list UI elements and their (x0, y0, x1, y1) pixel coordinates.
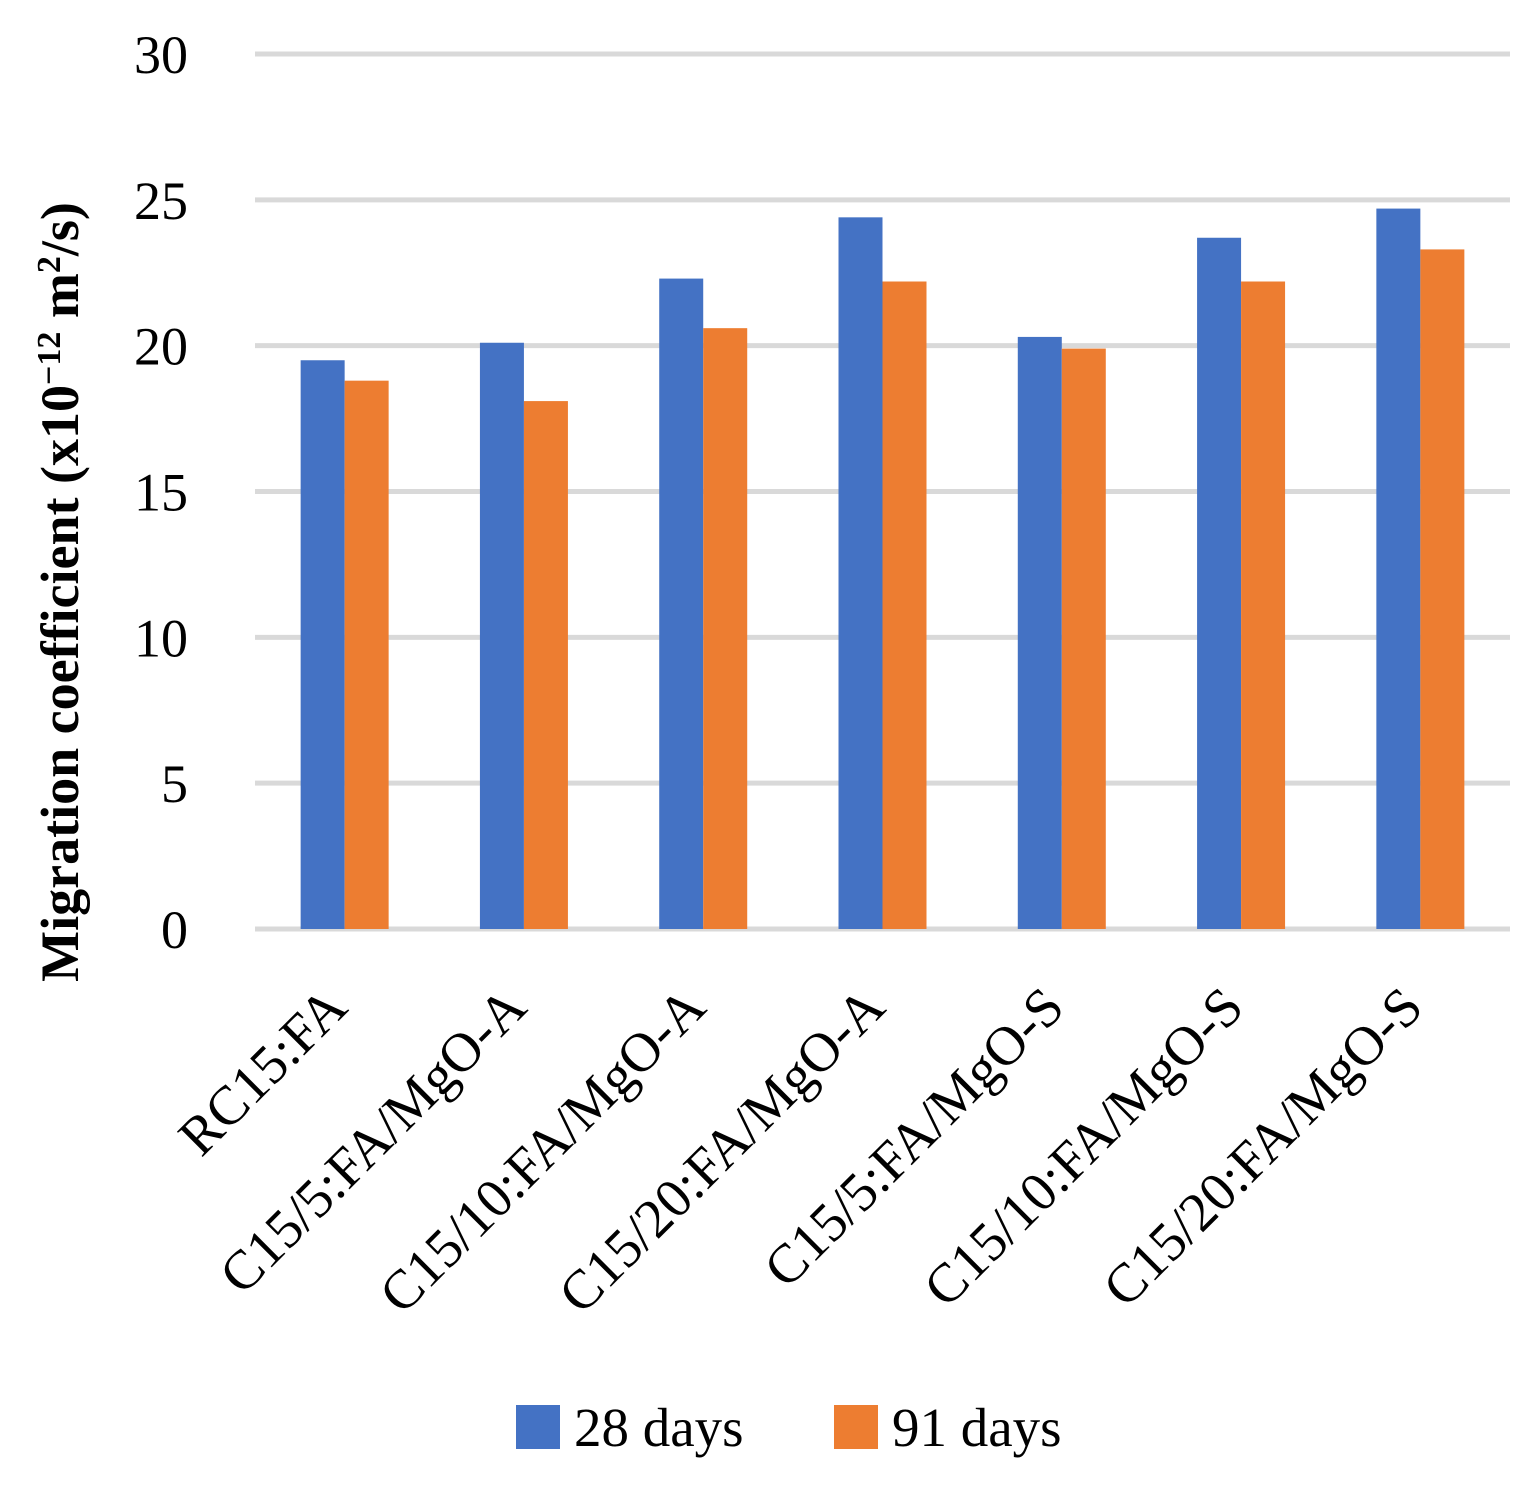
y-axis-ticks: 0 5 10 15 20 25 30 (134, 25, 188, 960)
y-tick-label: 25 (134, 171, 188, 231)
bar-91-days-5 (1061, 348, 1106, 929)
x-category-label: C15/20:FA/MgO-A (547, 975, 896, 1324)
y-axis-label-tail: /s) (30, 202, 90, 257)
y-tick-label: 30 (134, 25, 188, 85)
legend-label: 28 days (574, 1397, 744, 1458)
y-axis-label-exponent: −12 (31, 332, 68, 385)
y-tick-label: 20 (134, 317, 188, 377)
bar-91-days-7 (1420, 249, 1465, 929)
bar-28-days-2 (479, 342, 524, 929)
bar-28-days-4 (838, 217, 883, 930)
x-category-label: C15/5:FA/MgO-A (208, 975, 538, 1305)
bar-91-days-3 (703, 328, 748, 930)
y-axis-label-main: Migration coefficient (x10 (30, 385, 90, 982)
x-axis-categories: RC15:FAC15/5:FA/MgO-AC15/10:FA/MgO-AC15/… (167, 975, 1434, 1324)
bar-28-days-6 (1197, 237, 1242, 929)
bar-91-days-2 (523, 401, 568, 929)
bar-91-days-6 (1241, 281, 1286, 929)
legend-swatch-91-days (834, 1405, 878, 1449)
legend: 28 days 91 days (516, 1397, 1062, 1458)
bar-28-days-7 (1376, 208, 1421, 930)
bar-28-days-3 (659, 278, 704, 929)
x-category-label: C15/10:FA/MgO-A (367, 975, 716, 1324)
bar-28-days-1 (300, 360, 345, 929)
y-tick-label: 10 (134, 608, 188, 668)
bar-91-days-4 (882, 281, 927, 929)
y-tick-label: 15 (134, 463, 188, 523)
x-category-label: RC15:FA (167, 975, 359, 1167)
x-category-label: C15/5:FA/MgO-S (752, 975, 1075, 1298)
y-axis-label-unit: m (30, 273, 90, 332)
bars (300, 208, 1465, 930)
bar-91-days-1 (344, 380, 389, 930)
y-tick-label: 5 (161, 754, 188, 814)
legend-swatch-28-days (516, 1405, 560, 1449)
x-category-label: C15/10:FA/MgO-S (912, 975, 1255, 1318)
y-axis-label: Migration coefficient (x10−12 m2/s) (30, 202, 90, 982)
legend-label: 91 days (892, 1397, 1062, 1458)
y-tick-label: 0 (161, 900, 188, 960)
bar-28-days-5 (1017, 336, 1062, 930)
y-axis-label-unit-exponent: 2 (31, 256, 68, 273)
x-category-label: C15/20:FA/MgO-S (1091, 975, 1434, 1318)
